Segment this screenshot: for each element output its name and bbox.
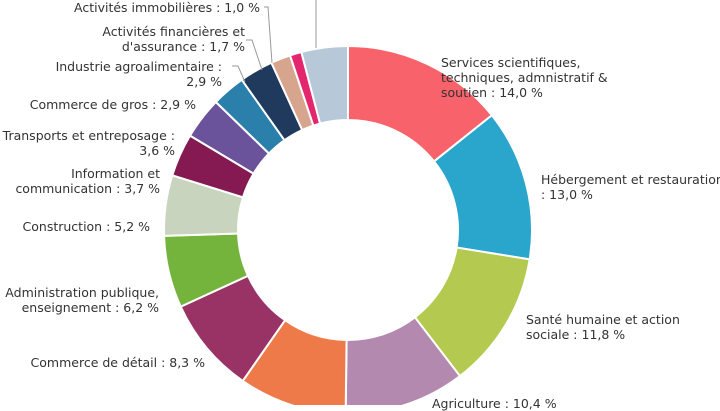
label-line: Commerce de gros : 2,9 % [29, 97, 196, 112]
label-line: Industrie agroalimentaire : [55, 59, 222, 74]
label-line: d'assurance : 1,7 % [121, 39, 245, 54]
label-line: Activités financières et [102, 24, 245, 39]
label-information: Information et communication : 3,7 % [15, 166, 160, 196]
label-agriculture: Agriculture : 10,4 % [432, 396, 557, 411]
label-line: Activités immobilières : 1,0 % [74, 0, 260, 15]
label-transports: Transports et entreposage : 3,6 % [3, 128, 175, 158]
slice-agriculture[interactable] [344, 315, 462, 405]
donut-slices [163, 44, 533, 405]
label-line: enseignement : 6,2 % [21, 300, 159, 315]
label-commerce-detail: Commerce de détail : 8,3 % [31, 355, 205, 370]
label-line: communication : 3,7 % [15, 181, 160, 196]
label-immobilieres: Activités immobilières : 1,0 % [74, 0, 260, 15]
label-line: sociale : 11,8 % [526, 327, 626, 342]
leader-line [264, 6, 273, 64]
label-line: Administration publique, [5, 285, 159, 300]
label-sante: Santé humaine et action sociale : 11,8 % [526, 312, 680, 342]
label-line: 3,6 % [139, 143, 175, 158]
label-construction: Construction : 5,2 % [23, 219, 150, 234]
leader-line [232, 65, 246, 83]
label-line: Construction : 5,2 % [22, 219, 150, 234]
slice-autres[interactable] [300, 44, 349, 125]
label-line: Santé humaine et action [526, 312, 680, 327]
label-administration: Administration publique, enseignement : … [5, 285, 159, 315]
label-services: Services scientifiques, techniques, admn… [441, 55, 608, 100]
label-financieres: Activités financières et d'assurance : 1… [102, 24, 245, 54]
leader-line [246, 39, 263, 71]
label-line: Commerce de détail : 8,3 % [30, 355, 205, 370]
label-line: Hébergement et restauration [541, 172, 720, 187]
label-line: soutien : 14,0 % [441, 85, 543, 100]
label-agroalimentaire: Industrie agroalimentaire : 2,9 % [56, 59, 222, 89]
label-line: 2,9 % [186, 74, 222, 89]
label-line: techniques, admnistratif & [441, 70, 608, 85]
leader-lines [232, 0, 317, 83]
label-line: Services scientifiques, [441, 55, 581, 70]
label-line: Transports et entreposage : [2, 128, 175, 143]
label-line: Information et [71, 166, 160, 181]
label-line: Agriculture : 10,4 % [432, 396, 557, 411]
label-commerce-gros: Commerce de gros : 2,9 % [30, 97, 196, 112]
label-hebergement: Hébergement et restauration : 13,0 % [541, 172, 720, 202]
label-line: : 13,0 % [541, 187, 593, 202]
